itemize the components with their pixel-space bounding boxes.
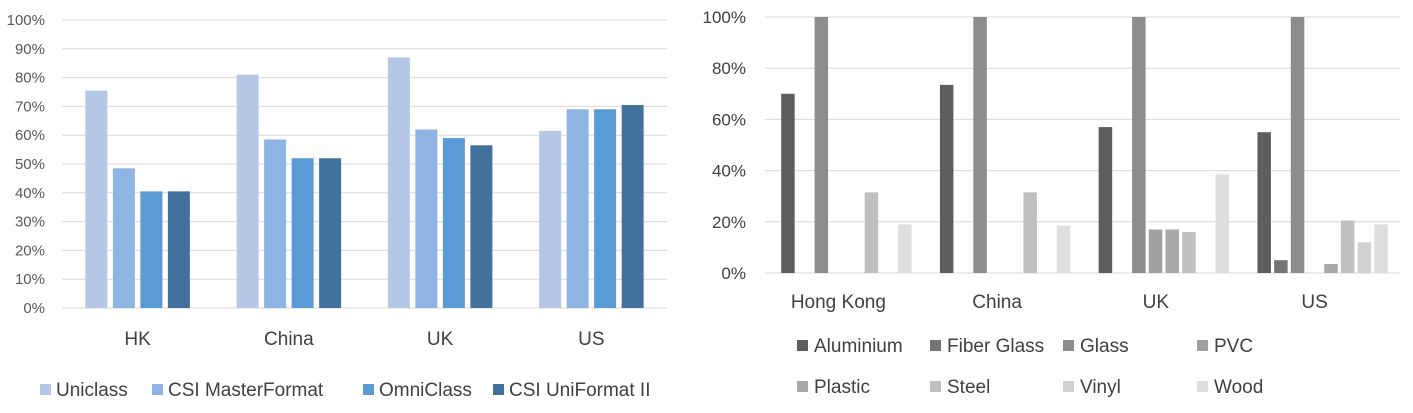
bar (621, 104, 644, 309)
y-tick-label: 20% (15, 242, 45, 259)
legend-label: Plastic (814, 377, 870, 398)
y-tick-label: 100% (7, 12, 45, 29)
bar (387, 57, 410, 308)
legend-swatch (797, 381, 808, 392)
bar (442, 138, 465, 308)
x-category-label: China (264, 329, 314, 350)
y-tick-label: 60% (15, 127, 45, 144)
legend-swatch (1063, 340, 1074, 351)
legend-swatch (930, 381, 941, 392)
bar (415, 129, 438, 308)
bar (1056, 225, 1071, 273)
bar (236, 74, 259, 308)
bar (864, 192, 879, 273)
legend-swatch (40, 384, 51, 395)
y-tick-label: 100% (703, 8, 746, 27)
bar (1148, 229, 1163, 273)
legend-swatch (930, 340, 941, 351)
y-tick-label: 10% (15, 271, 45, 288)
bar (1340, 220, 1355, 273)
y-tick-label: 80% (15, 70, 45, 87)
bar (112, 168, 135, 308)
legend-swatch (493, 384, 504, 395)
x-category-label: UK (1143, 292, 1170, 313)
bar (539, 130, 562, 308)
legend-swatch (363, 384, 374, 395)
y-tick-label: 0% (721, 264, 746, 283)
legend-swatch (797, 340, 808, 351)
bar (1215, 174, 1230, 273)
bar (470, 145, 493, 308)
legend-label: Steel (947, 377, 990, 398)
y-tick-label: 80% (712, 59, 746, 78)
y-tick-label: 40% (15, 185, 45, 202)
bar (1274, 260, 1288, 273)
bar (319, 158, 342, 308)
bar (1374, 224, 1388, 273)
y-tick-label: 60% (712, 110, 746, 129)
legend-label: Aluminium (814, 336, 903, 357)
legend-swatch (152, 384, 163, 395)
legend-label: CSI UniFormat II (509, 380, 650, 401)
bar (814, 17, 829, 273)
x-category-label: UK (427, 329, 454, 350)
classification-coverage-chart: 0% 10% 20% 30% 40% 50% 60% 70% 80% 90% 100% HK China… (7, 12, 667, 401)
legend-label: Vinyl (1080, 377, 1121, 398)
bar (1257, 132, 1271, 273)
legend-label: PVC (1214, 336, 1253, 357)
bar (1132, 17, 1146, 273)
legend-label: OmniClass (379, 380, 472, 401)
bar (594, 109, 617, 308)
bar (973, 17, 987, 273)
bar (291, 158, 314, 308)
y-tick-label: 50% (15, 156, 45, 173)
x-category-label: HK (124, 329, 151, 350)
legend-swatch (1197, 340, 1208, 351)
x-category-label: Hong Kong (791, 292, 886, 313)
bar (566, 109, 589, 308)
bar (1290, 17, 1305, 273)
y-tick-label: 70% (15, 98, 45, 115)
bar (939, 84, 954, 273)
bar (781, 93, 795, 273)
bar (1324, 264, 1338, 273)
legend-label: Wood (1214, 377, 1263, 398)
y-tick-label: 30% (15, 214, 45, 231)
bar (1357, 242, 1372, 273)
y-tick-label: 20% (712, 213, 746, 232)
legend-swatch (1063, 381, 1074, 392)
legend-label: Fiber Glass (947, 336, 1044, 357)
y-tick-label: 40% (712, 162, 746, 181)
bar (1098, 127, 1113, 273)
legend-label: Glass (1080, 336, 1129, 357)
bar (898, 224, 912, 273)
legend-label: CSI MasterFormat (168, 380, 324, 401)
bar (167, 191, 190, 308)
x-category-label: China (972, 292, 1022, 313)
bar (140, 191, 163, 308)
x-category-label: US (1301, 292, 1327, 313)
legend-swatch (1197, 381, 1208, 392)
bar (1182, 232, 1196, 273)
legend-label: Uniclass (56, 380, 128, 401)
bar (264, 139, 287, 308)
bar (85, 90, 108, 308)
bar (1023, 192, 1037, 273)
x-category-label: US (578, 329, 604, 350)
y-tick-label: 0% (23, 300, 45, 317)
y-tick-label: 90% (15, 41, 45, 58)
bar (1165, 229, 1179, 273)
